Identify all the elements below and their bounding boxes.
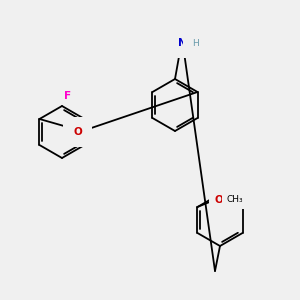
Text: F: F [64,91,71,101]
Text: N: N [178,38,186,48]
Text: O: O [214,195,223,205]
Text: H: H [192,38,199,47]
Text: O: O [73,127,82,137]
Text: CH₃: CH₃ [226,196,243,205]
